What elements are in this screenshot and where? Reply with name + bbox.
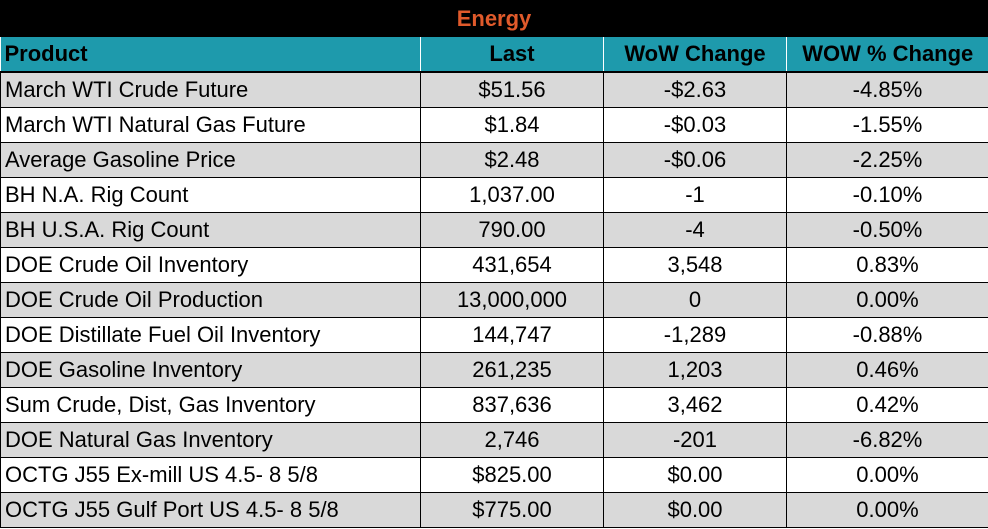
energy-table: Product Last WoW Change WOW % Change Mar…	[0, 37, 988, 528]
cell-product: DOE Gasoline Inventory	[0, 352, 421, 388]
cell-wow-change: -4	[603, 212, 787, 248]
cell-last: 1,037.00	[420, 177, 604, 213]
cell-wow-pct-change: 0.00%	[786, 282, 988, 318]
cell-wow-change: -1,289	[603, 317, 787, 353]
cell-wow-change: 0	[603, 282, 787, 318]
cell-product: Average Gasoline Price	[0, 142, 421, 178]
cell-last: $825.00	[420, 457, 604, 493]
table-row: DOE Crude Oil Inventory 431,654 3,548 0.83%	[0, 247, 988, 283]
cell-wow-pct-change: 0.00%	[786, 492, 988, 528]
cell-wow-pct-change: 0.42%	[786, 387, 988, 423]
column-header-wow-pct-change: WOW % Change	[786, 37, 988, 73]
cell-wow-pct-change: 0.00%	[786, 457, 988, 493]
cell-wow-change: -$0.06	[603, 142, 787, 178]
cell-last: 2,746	[420, 422, 604, 458]
cell-last: 144,747	[420, 317, 604, 353]
cell-product: BH N.A. Rig Count	[0, 177, 421, 213]
cell-product: OCTG J55 Ex-mill US 4.5- 8 5/8	[0, 457, 421, 493]
cell-last: $51.56	[420, 72, 604, 108]
cell-product: March WTI Natural Gas Future	[0, 107, 421, 143]
cell-last: $1.84	[420, 107, 604, 143]
cell-wow-pct-change: -2.25%	[786, 142, 988, 178]
cell-wow-pct-change: -6.82%	[786, 422, 988, 458]
table-row: DOE Natural Gas Inventory 2,746 -201 -6.82%	[0, 422, 988, 458]
column-header-product: Product	[0, 37, 421, 73]
cell-wow-pct-change: 0.83%	[786, 247, 988, 283]
cell-product: March WTI Crude Future	[0, 72, 421, 108]
cell-product: OCTG J55 Gulf Port US 4.5- 8 5/8	[0, 492, 421, 528]
table-row: DOE Crude Oil Production 13,000,000 0 0.00%	[0, 282, 988, 318]
cell-product: DOE Crude Oil Production	[0, 282, 421, 318]
cell-wow-pct-change: -0.88%	[786, 317, 988, 353]
table-row: March WTI Crude Future $51.56 -$2.63 -4.85%	[0, 72, 988, 108]
cell-product: BH U.S.A. Rig Count	[0, 212, 421, 248]
cell-last: 13,000,000	[420, 282, 604, 318]
cell-last: 431,654	[420, 247, 604, 283]
cell-last: $775.00	[420, 492, 604, 528]
table-title-text: Energy	[456, 5, 532, 31]
table-title: Energy	[0, 0, 988, 37]
cell-wow-change: 3,462	[603, 387, 787, 423]
cell-wow-pct-change: -4.85%	[786, 72, 988, 108]
cell-wow-pct-change: -1.55%	[786, 107, 988, 143]
cell-wow-change: 1,203	[603, 352, 787, 388]
cell-product: DOE Crude Oil Inventory	[0, 247, 421, 283]
cell-wow-pct-change: -0.10%	[786, 177, 988, 213]
cell-wow-change: $0.00	[603, 492, 787, 528]
cell-product: DOE Natural Gas Inventory	[0, 422, 421, 458]
table-row: March WTI Natural Gas Future $1.84 -$0.03-…	[0, 107, 988, 143]
cell-wow-change: -$2.63	[603, 72, 787, 108]
cell-wow-pct-change: 0.46%	[786, 352, 988, 388]
cell-wow-change: -$0.03	[603, 107, 787, 143]
column-header-wow-change: WoW Change	[603, 37, 787, 73]
table-row: BH U.S.A. Rig Count 790.00 -4 -0.50%	[0, 212, 988, 248]
cell-product: DOE Distillate Fuel Oil Inventory	[0, 317, 421, 353]
header-row: Product Last WoW Change WOW % Change	[0, 37, 988, 73]
cell-wow-change: -1	[603, 177, 787, 213]
cell-wow-change: -201	[603, 422, 787, 458]
cell-wow-change: 3,548	[603, 247, 787, 283]
table-row: BH N.A. Rig Count 1,037.00 -1 -0.10%	[0, 177, 988, 213]
table-row: DOE Gasoline Inventory 261,235 1,203 0.46%	[0, 352, 988, 388]
column-header-last: Last	[420, 37, 604, 73]
table-row: Sum Crude, Dist, Gas Inventory 837,636 3,4…	[0, 387, 988, 423]
cell-last: $2.48	[420, 142, 604, 178]
table-row: Average Gasoline Price $2.48 -$0.06 -2.25%	[0, 142, 988, 178]
cell-wow-pct-change: -0.50%	[786, 212, 988, 248]
cell-last: 837,636	[420, 387, 604, 423]
table-row: DOE Distillate Fuel Oil Inventory 144,747…	[0, 317, 988, 353]
table-row: OCTG J55 Gulf Port US 4.5- 8 5/8 $775.00 $…	[0, 492, 988, 528]
table-row: OCTG J55 Ex-mill US 4.5- 8 5/8 $825.00 $0.…	[0, 457, 988, 493]
cell-last: 261,235	[420, 352, 604, 388]
cell-last: 790.00	[420, 212, 604, 248]
cell-product: Sum Crude, Dist, Gas Inventory	[0, 387, 421, 423]
cell-wow-change: $0.00	[603, 457, 787, 493]
table-body: March WTI Crude Future $51.56 -$2.63 -4.85%…	[0, 72, 988, 528]
